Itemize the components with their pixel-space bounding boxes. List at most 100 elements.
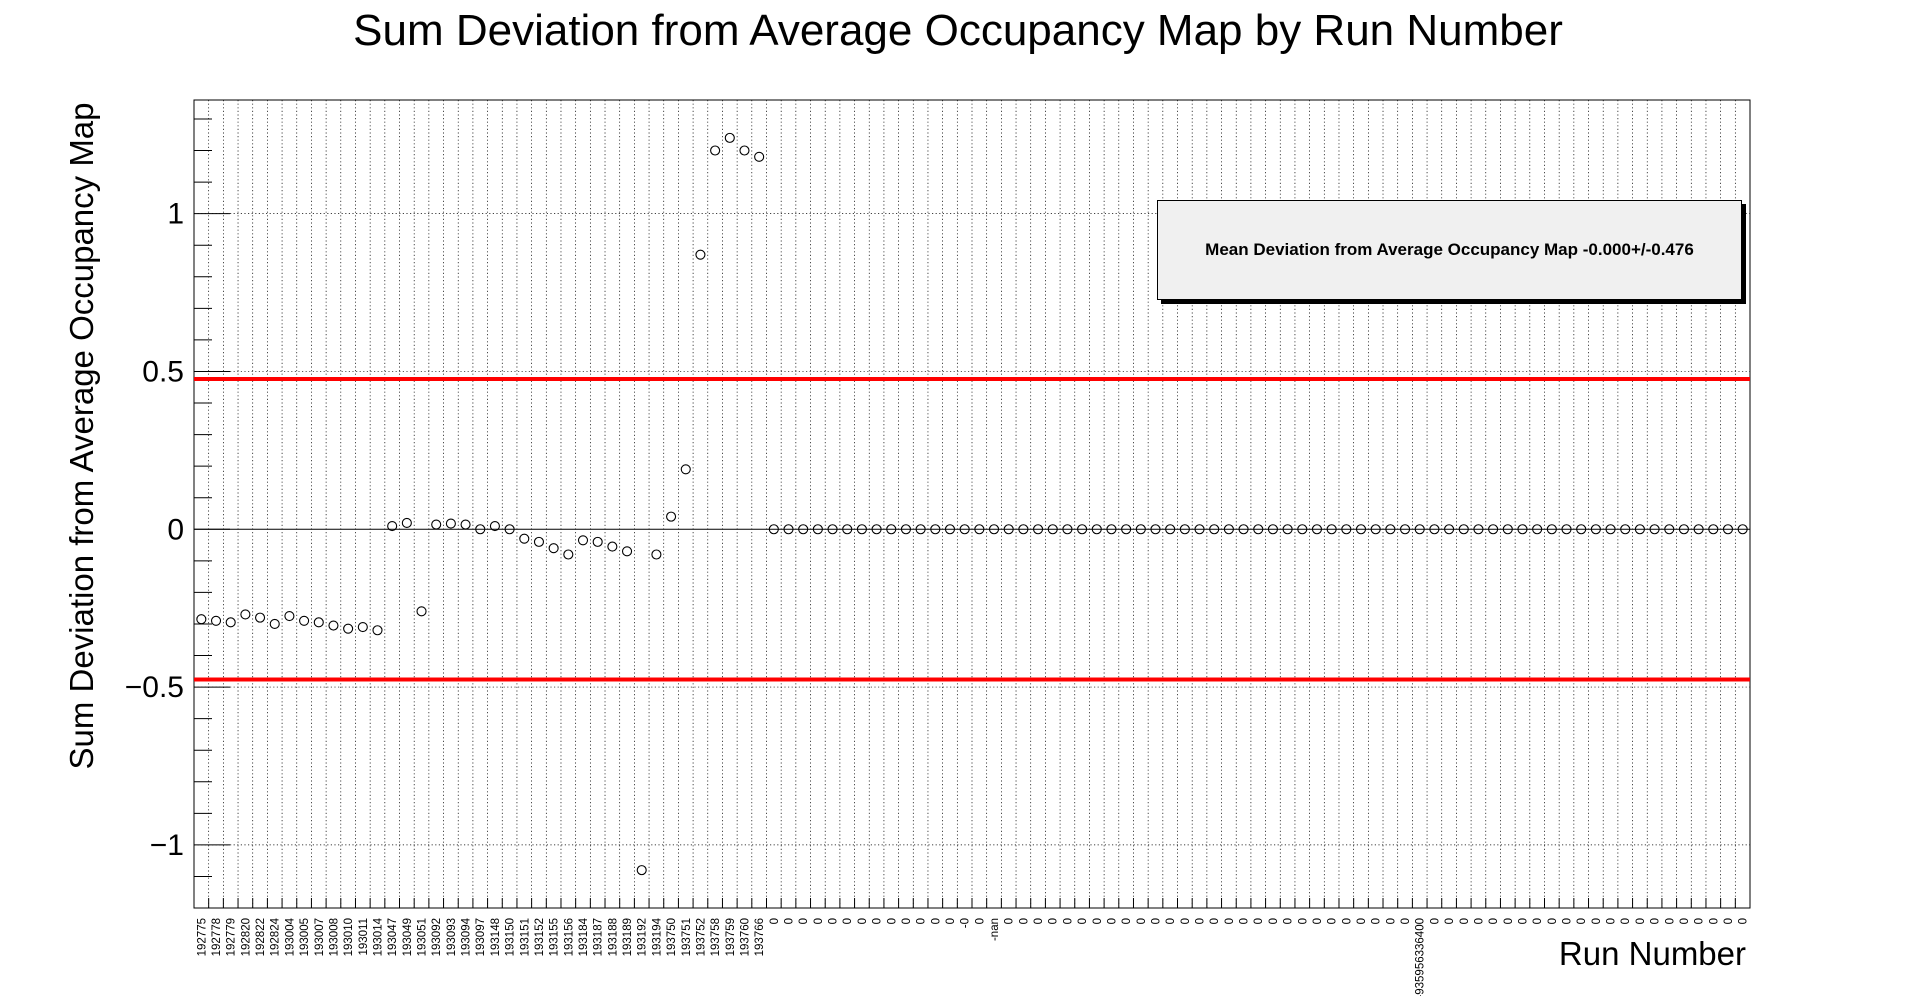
data-point [504,524,515,535]
data-point [240,609,251,620]
x-tick-label: 0 [1004,918,1016,924]
x-tick-label: 193148 [490,918,502,956]
data-point [1605,524,1616,535]
data-point [1370,524,1381,535]
x-tick-label: -0 [960,918,972,928]
data-point [1135,524,1146,535]
x-tick-label: 0 [1092,918,1104,924]
data-point [475,524,486,535]
data-point [445,518,456,529]
x-tick-label: 0 [1694,918,1706,924]
x-tick-label: 0 [1341,918,1353,924]
x-tick-label: 0 [1385,918,1397,924]
data-point [1077,524,1088,535]
data-point [1106,524,1117,535]
data-point [1003,524,1014,535]
data-point [651,549,662,560]
x-tick-label: 193008 [328,918,340,956]
data-point [1047,524,1058,535]
x-tick-label: 193051 [417,918,429,956]
x-tick-label: 193004 [284,917,296,956]
data-point [1267,524,1278,535]
legend-box: Mean Deviation from Average Occupancy Ma… [1157,200,1742,300]
data-point [607,541,618,552]
x-tick-label: 192779 [226,918,238,956]
x-tick-label: 0 [974,918,986,924]
y-tick-label: −1 [150,829,184,862]
x-tick-label: 193760 [739,918,751,956]
x-tick-label: 0 [1620,918,1632,924]
data-point [533,536,545,547]
x-tick-label: 0 [1077,918,1089,924]
x-tick-label: 0 [1180,918,1192,924]
data-point [1341,524,1352,535]
data-point [592,536,603,547]
data-point [1458,524,1469,535]
x-tick-label: 0 [1136,918,1148,924]
data-point [1297,524,1308,535]
data-point [724,132,735,143]
x-tick-label: 193759 [725,918,737,956]
x-tick-label: 193011 [358,918,370,956]
data-point [1620,524,1631,535]
x-tick-label: 0 [1195,918,1207,924]
data-point [1062,524,1073,535]
x-tick-label: 0 [1239,918,1251,924]
data-point [357,622,368,633]
data-points [196,132,1748,876]
data-point [1576,524,1587,535]
data-point [1444,524,1455,535]
data-point [299,615,310,626]
x-tick-label: 0 [1532,918,1544,924]
data-point [1282,524,1293,535]
data-point [1488,524,1499,535]
x-tick-label: 192820 [240,918,252,956]
x-tick-label: 0 [1444,918,1456,924]
x-tick-label: 0 [1723,918,1735,924]
x-tick-label: 0 [1312,918,1324,924]
y-axis-label: Sum Deviation from Average Occupancy Map [63,102,100,770]
x-tick-label: 0 [886,918,898,924]
x-tick-label: 193189 [622,918,634,956]
x-tick-label: 0 [1165,918,1177,924]
data-point [1121,524,1132,535]
x-tick-label: 0 [1150,918,1162,924]
x-tick-label: 193192 [637,918,649,956]
x-tick-label: 193752 [695,918,707,956]
x-tick-label: 193014 [372,917,384,956]
x-tick-label: 0 [1650,918,1662,924]
x-tick-label: 193194 [651,917,663,956]
data-point [1194,524,1205,535]
x-tick-label: 0 [1738,918,1750,924]
x-tick-label: 192778 [211,918,223,956]
x-tick-label: 0 [1356,918,1368,924]
data-point [680,464,691,475]
x-tick-label: 193151 [519,918,531,956]
data-point [328,620,339,631]
x-tick-label: 192775 [196,918,208,956]
x-tick-label: 0 [784,918,796,924]
x-tick-label: 0 [1664,918,1676,924]
x-tick-label: 0 [1576,918,1588,924]
data-point [856,524,867,535]
y-tick-label: −0.5 [125,671,184,704]
data-point [1091,524,1102,535]
x-tick-label: 193152 [534,918,546,956]
data-point [269,618,280,629]
data-point [1561,524,1572,535]
x-tick-label: 0 [828,918,840,924]
x-tick-label: 0 [1371,918,1383,924]
data-point [783,524,794,535]
data-point [1165,524,1176,535]
data-point [754,151,765,162]
data-point [1634,524,1645,535]
x-tick-label: 193766 [754,918,766,956]
x-tick-label: 0 [1268,918,1280,924]
x-tick-label: 193010 [343,918,355,956]
data-point [1414,524,1425,535]
x-tick-label: 0 [1106,918,1118,924]
x-tick-label: 0 [1224,918,1236,924]
data-point [1326,524,1337,535]
x-tick-label: 0 [769,918,781,924]
